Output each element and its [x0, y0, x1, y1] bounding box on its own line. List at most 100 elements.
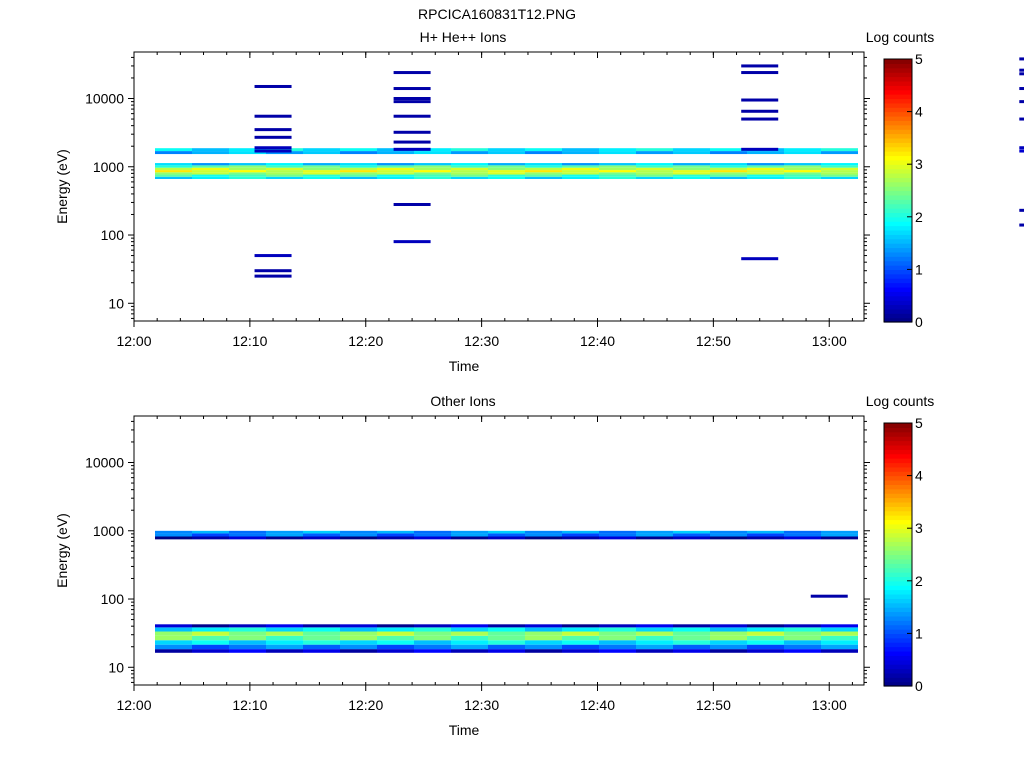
heatmap-cell: [254, 149, 292, 153]
heatmap-cell: [488, 151, 525, 155]
heatmap-cell: [784, 170, 821, 173]
heatmap-cell: [155, 533, 192, 537]
heatmap-cell: [414, 640, 451, 645]
colorbar-segment: [884, 519, 912, 525]
heatmap-cell: [414, 163, 451, 166]
heatmap-cell: [673, 148, 710, 152]
heatmap-cell: [599, 163, 636, 166]
heatmap-cell: [266, 644, 303, 650]
heatmap-cell: [451, 644, 488, 650]
heatmap-cell: [155, 176, 192, 179]
heatmap-cell: [1019, 72, 1024, 76]
heatmap-cell: [784, 649, 821, 653]
heatmap-cell: [710, 176, 747, 179]
y-axis-label: Energy (eV): [54, 149, 70, 224]
panel-title: Other Ions: [430, 393, 495, 409]
colorbar-segment: [884, 532, 912, 538]
heatmap-cell: [303, 148, 340, 152]
heatmap-cell: [254, 254, 292, 258]
heatmap-cell: [192, 167, 229, 171]
heatmap-cell: [266, 533, 303, 537]
heatmap-cell: [155, 151, 192, 155]
colorbar-segment: [884, 589, 912, 595]
colorbar-segment: [884, 286, 912, 292]
heatmap-cell: [1019, 117, 1024, 121]
y-tick-label: 10: [108, 295, 124, 311]
x-tick-label: 13:00: [812, 333, 847, 349]
heatmap-cell: [1019, 57, 1024, 61]
colorbar-segment: [884, 668, 912, 674]
heatmap-panel-other-ions: 12:00 12:10 12:20 12:30 12:40 12:50 13:0010100…: [54, 393, 934, 738]
heatmap-cell: [303, 170, 340, 173]
colorbar-segment: [884, 515, 912, 521]
heatmap-cell: [599, 176, 636, 179]
heatmap-cell: [599, 151, 636, 155]
heatmap-cell: [747, 640, 784, 645]
heatmap-cell: [303, 631, 340, 636]
colorbar-segment: [884, 102, 912, 108]
heatmap-cell: [821, 151, 858, 155]
heatmap-cell: [821, 627, 858, 632]
heatmap-cell: [266, 176, 303, 179]
heatmap-cell: [229, 148, 266, 152]
heatmap-cell: [821, 649, 858, 653]
colorbar-segment: [884, 120, 912, 126]
colorbar-segment: [884, 642, 912, 648]
colorbar-tick-label: 0: [915, 314, 923, 330]
heatmap-cell: [710, 640, 747, 645]
heatmap-cell: [636, 170, 673, 173]
heatmap-cell: [377, 163, 414, 166]
heatmap-cell: [710, 635, 747, 641]
colorbar-segment: [884, 256, 912, 262]
colorbar-frame: [883, 58, 913, 323]
heatmap-cell: [155, 165, 192, 168]
heatmap-cell: [192, 176, 229, 179]
colorbar-segment: [884, 295, 912, 301]
x-tick-label: 12:10: [232, 333, 267, 349]
colorbar-segment: [884, 94, 912, 100]
heatmap-cell: [747, 174, 784, 177]
colorbar-segment: [884, 607, 912, 613]
heatmap-cell: [747, 176, 784, 179]
heatmap-cell: [451, 649, 488, 653]
colorbar-segment: [884, 229, 912, 235]
heatmap-cell: [784, 644, 821, 650]
colorbar-segment: [884, 172, 912, 178]
heatmap-cell: [784, 530, 821, 534]
heatmap-cell: [254, 84, 292, 88]
heatmap-cell: [414, 627, 451, 632]
heatmap-cell: [562, 536, 599, 540]
heatmap-cell: [192, 151, 229, 155]
colorbar-segment: [884, 550, 912, 556]
heatmap-cell: [377, 649, 414, 653]
heatmap-cell: [784, 536, 821, 540]
heatmap-cell: [784, 148, 821, 152]
colorbar-segment: [884, 269, 912, 275]
colorbar-segment: [884, 168, 912, 174]
heatmap-cell: [821, 167, 858, 171]
heatmap-cell: [710, 530, 747, 534]
heatmap-cell: [673, 174, 710, 177]
colorbar-segment: [884, 142, 912, 148]
heatmap-cell: [393, 140, 431, 144]
plot-frame: [133, 51, 865, 322]
heatmap-cell: [393, 87, 431, 91]
heatmap-cell: [254, 146, 292, 150]
heatmap-cell: [266, 649, 303, 653]
heatmap-cell: [784, 635, 821, 641]
heatmap-cell: [636, 533, 673, 537]
heatmap-cell: [741, 98, 779, 102]
colorbar-segment: [884, 234, 912, 240]
colorbar-segment: [884, 466, 912, 472]
heatmap-cell: [673, 649, 710, 653]
heatmap-cell: [192, 165, 229, 168]
heatmap-cell: [377, 165, 414, 168]
heatmap-cell: [303, 163, 340, 166]
heatmap-cell: [192, 163, 229, 166]
heatmap-cell: [562, 644, 599, 650]
heatmap-cell: [414, 148, 451, 152]
heatmap-cell: [673, 176, 710, 179]
heatmap-cell: [303, 167, 340, 171]
colorbar-segment: [884, 576, 912, 582]
heatmap-cell: [340, 635, 377, 641]
